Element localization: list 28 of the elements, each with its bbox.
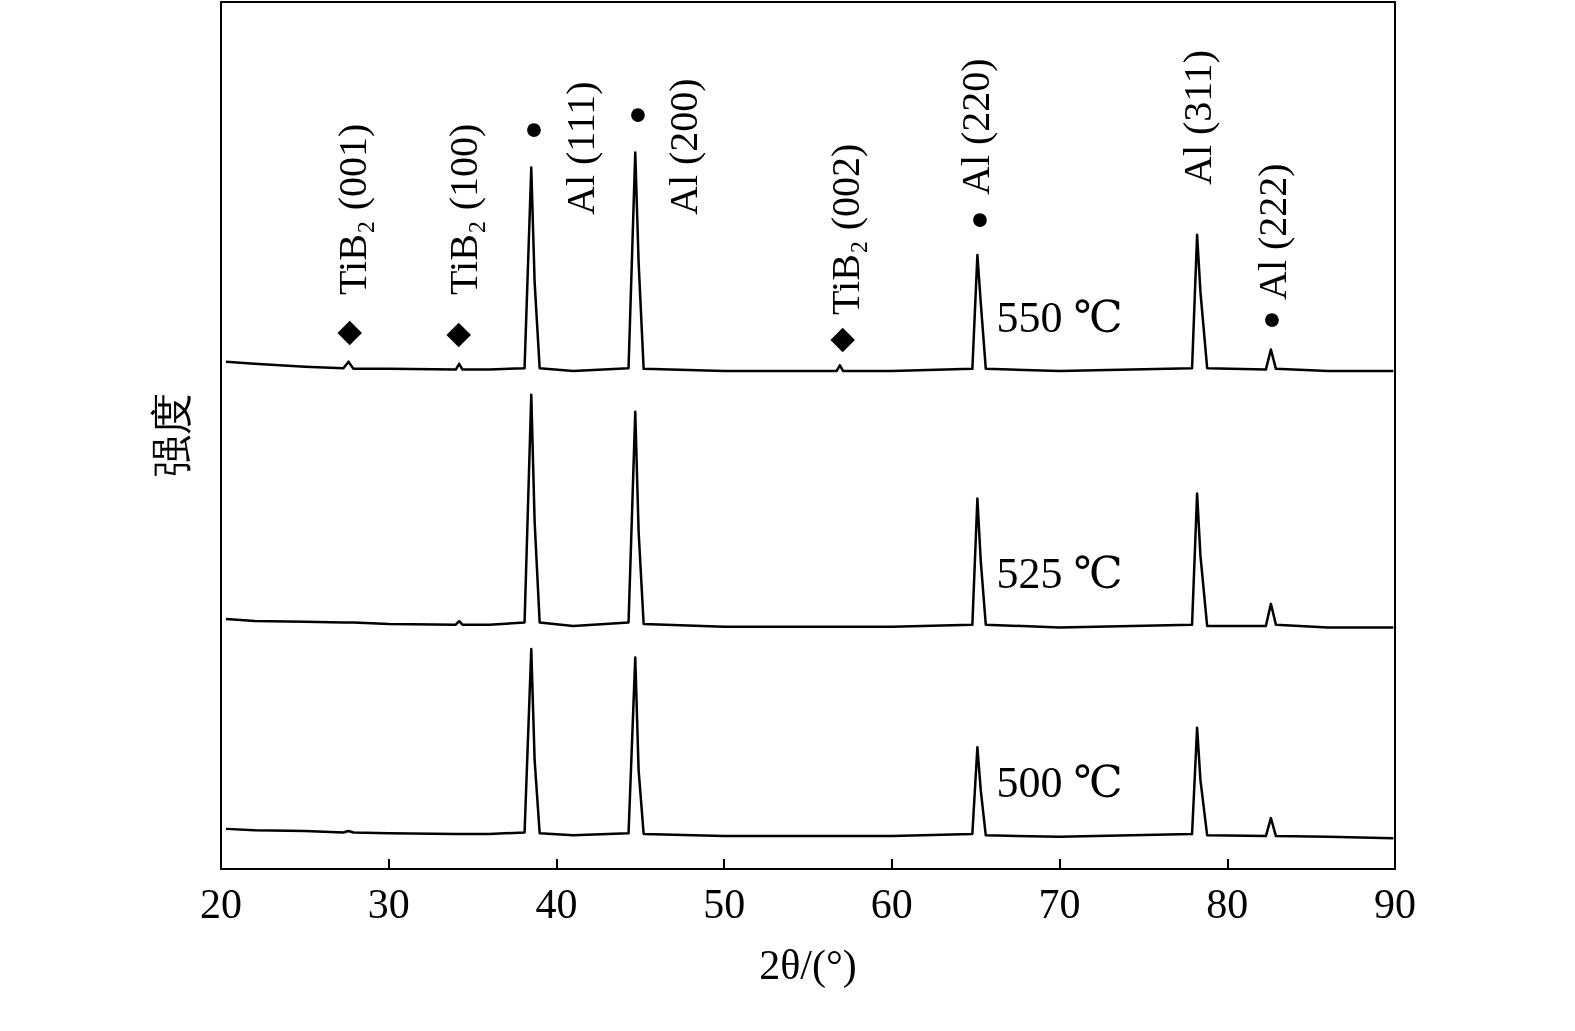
- x-axis-title: 2θ/(°): [759, 942, 857, 989]
- x-tick-label: 80: [1206, 881, 1249, 927]
- annotation: ◆: [822, 327, 858, 353]
- text: ●: [618, 105, 654, 125]
- x-tick-label: 70: [1038, 881, 1081, 927]
- annotation: Al (311): [1174, 49, 1220, 185]
- annotation: ◆: [329, 320, 365, 346]
- x-tick-label: 30: [367, 881, 410, 927]
- annotation: ●: [1252, 310, 1288, 330]
- annotation: TiB₂ (100): [440, 123, 486, 295]
- series-label: 550 ℃: [996, 292, 1123, 342]
- x-tick-label: 20: [200, 881, 242, 927]
- series-label: 500 ℃: [996, 758, 1123, 808]
- annotation: Al (222): [1249, 163, 1295, 300]
- annotation: Al (220): [952, 58, 998, 195]
- annotation: TiB₂ (002): [822, 143, 868, 315]
- annotation: Al (111): [557, 81, 603, 215]
- annotation: ●: [960, 210, 996, 230]
- y-axis-title: 强度: [149, 393, 195, 477]
- x-tick-label: 40: [535, 881, 578, 927]
- text: ●: [514, 120, 550, 140]
- annotation: ◆: [438, 322, 474, 348]
- x-tick-label: 60: [870, 881, 913, 927]
- x-tick-label: 90: [1374, 881, 1416, 927]
- x-tick-label: 50: [703, 881, 746, 927]
- annotation: TiB₂ (001): [329, 123, 375, 295]
- annotation: Al (200): [660, 78, 706, 215]
- series-label: 525 ℃: [996, 549, 1123, 599]
